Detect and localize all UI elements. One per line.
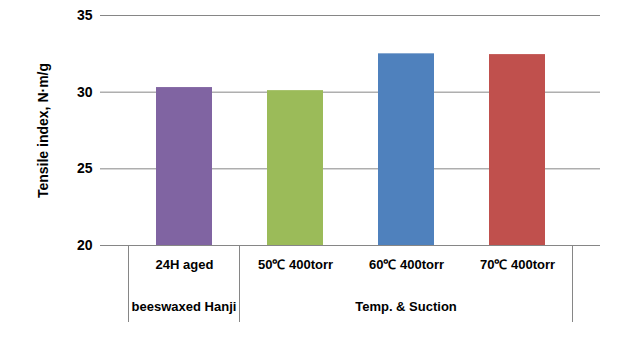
svg-text:60℃ 400torr: 60℃ 400torr [369,257,444,272]
svg-text:beeswaxed Hanji: beeswaxed Hanji [132,299,237,314]
svg-text:70℃ 400torr: 70℃ 400torr [480,257,555,272]
svg-text:35: 35 [77,7,93,23]
svg-text:24H aged: 24H aged [156,257,214,272]
svg-text:Temp. & Suction: Temp. & Suction [355,299,457,314]
svg-text:25: 25 [77,160,93,176]
svg-text:Tensile index, N·m/g: Tensile index, N·m/g [35,63,51,198]
svg-text:50℃ 400torr: 50℃ 400torr [258,257,333,272]
svg-text:20: 20 [77,237,93,253]
svg-text:30: 30 [77,84,93,100]
